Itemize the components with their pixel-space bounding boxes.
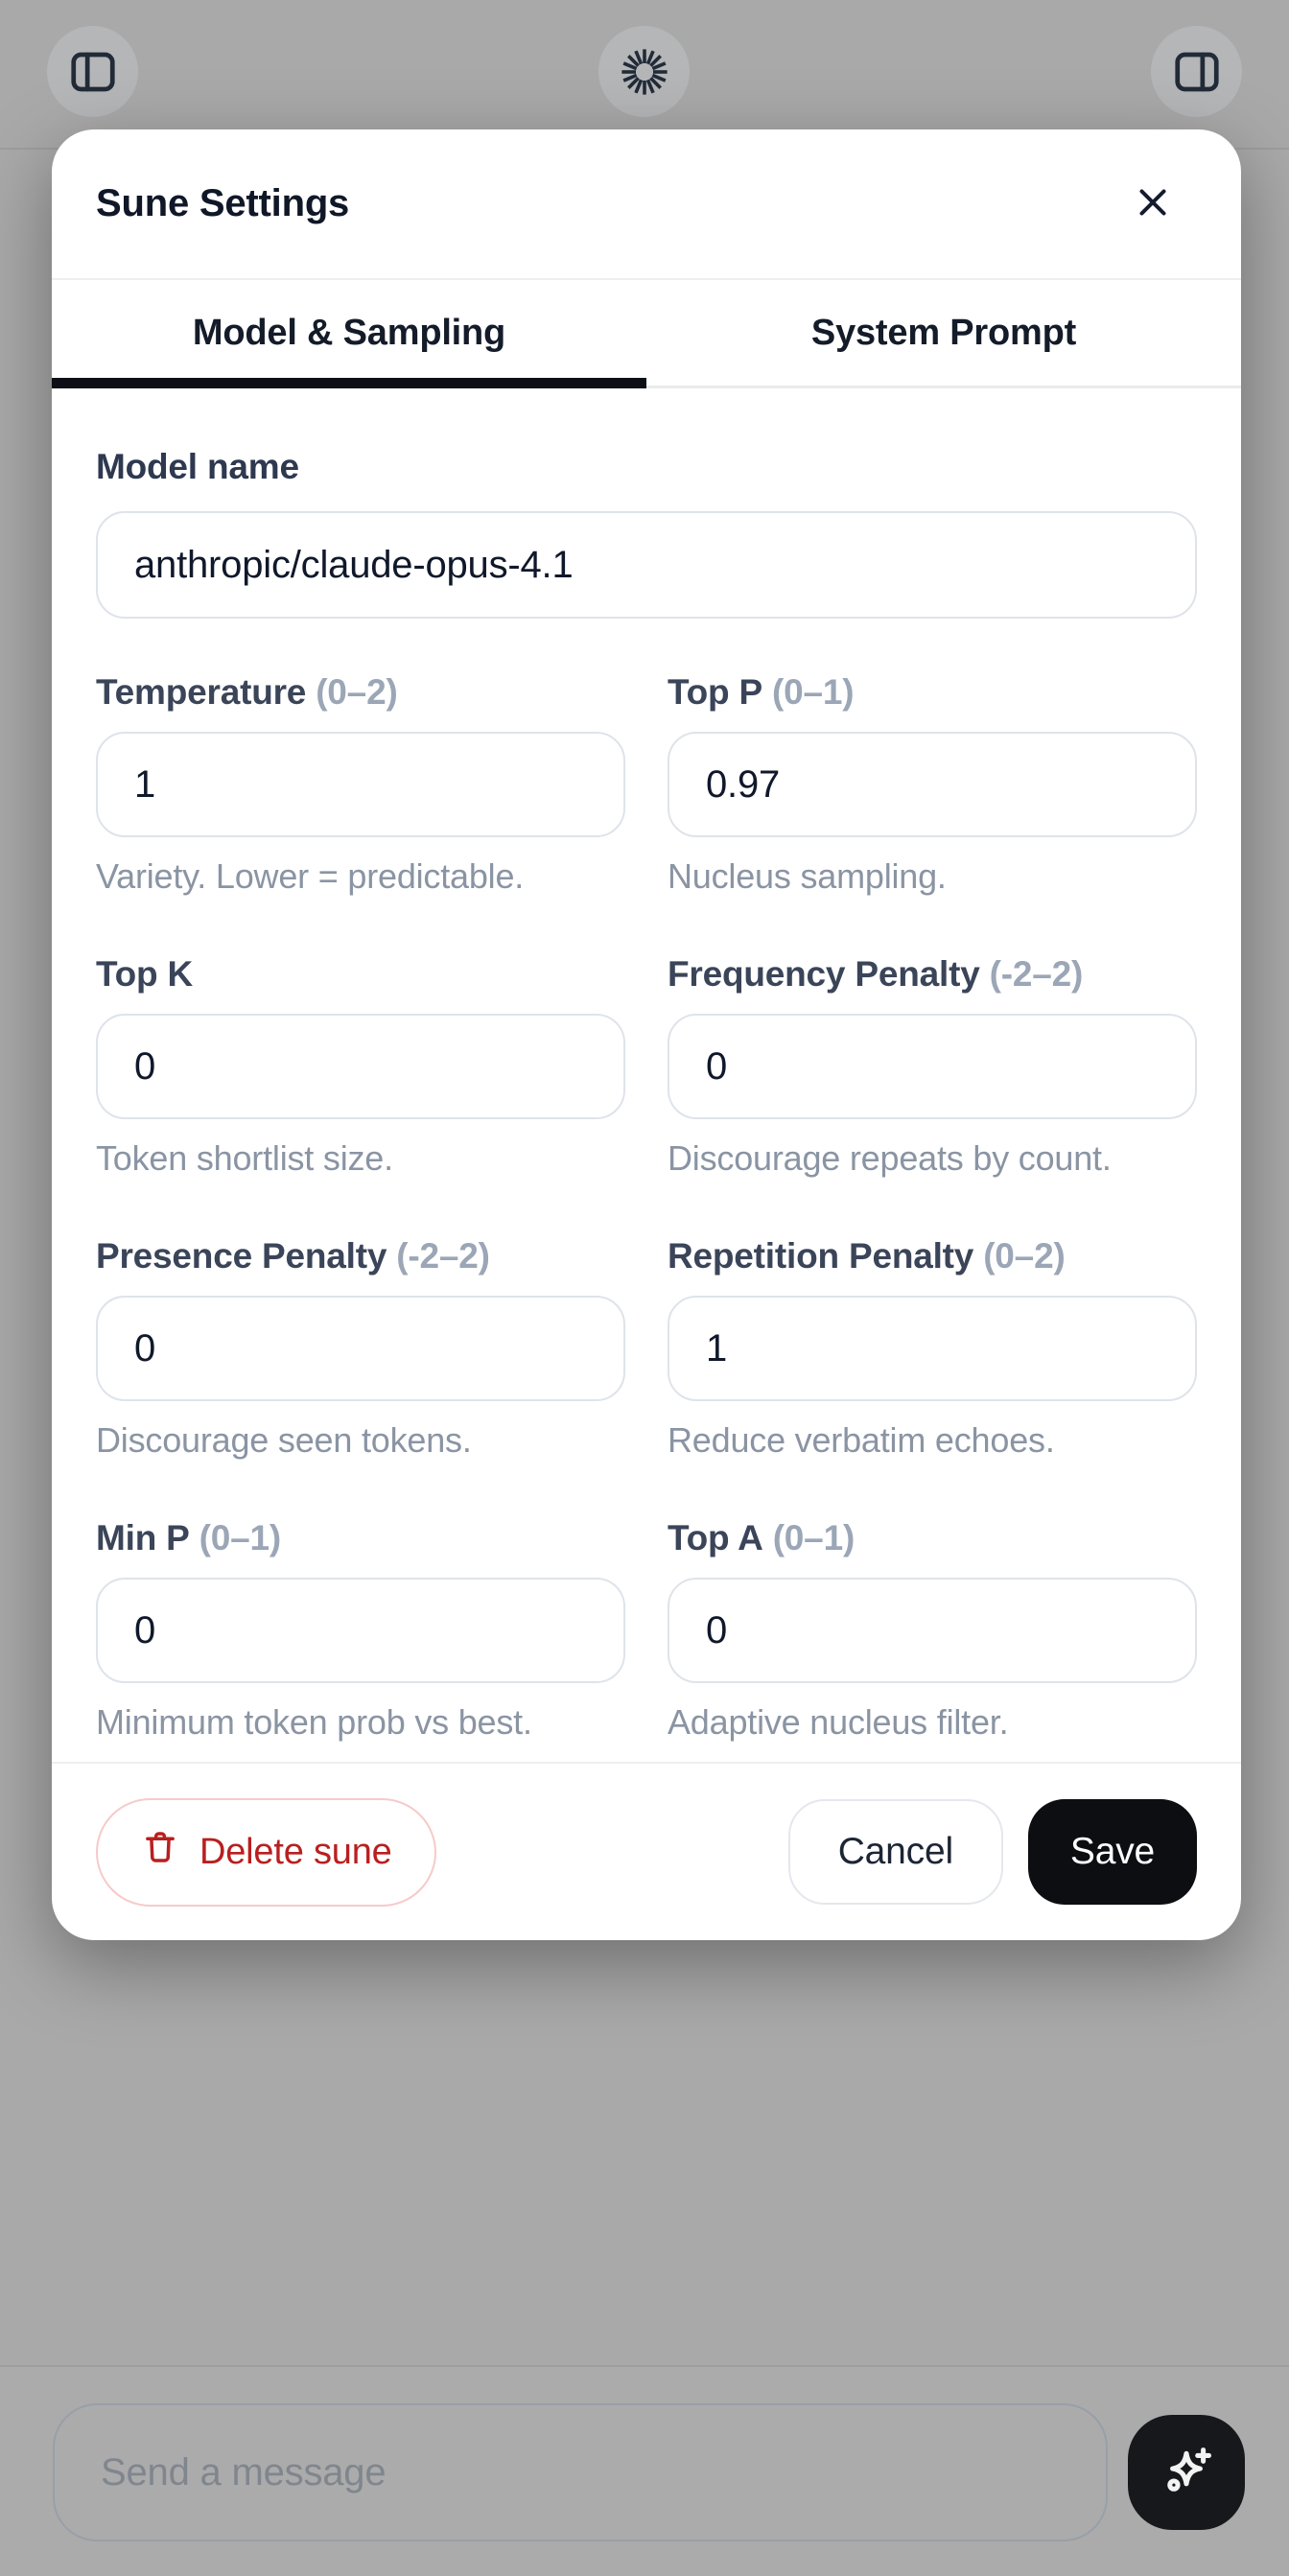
field-label: Top P [668, 672, 763, 712]
model-name-label: Model name [96, 447, 299, 486]
top-p-input[interactable] [668, 732, 1197, 837]
field-temperature: Temperature(0–2) Variety. Lower = predic… [96, 672, 625, 897]
delete-sune-label: Delete sune [199, 1831, 392, 1872]
top-a-input[interactable] [668, 1578, 1197, 1683]
field-frequency-penalty: Frequency Penalty(-2–2) Discourage repea… [668, 954, 1197, 1179]
field-repetition-penalty: Repetition Penalty(0–2) Reduce verbatim … [668, 1236, 1197, 1461]
trash-icon [140, 1827, 180, 1877]
top-k-input[interactable] [96, 1014, 625, 1119]
field-top-k: Top K Token shortlist size. [96, 954, 625, 1179]
repetition-penalty-input[interactable] [668, 1296, 1197, 1401]
field-range: (0–1) [772, 672, 855, 712]
delete-sune-button[interactable]: Delete sune [96, 1797, 436, 1907]
field-label: Presence Penalty [96, 1236, 387, 1276]
sparkles-icon [1156, 2441, 1217, 2505]
field-label: Top K [96, 954, 194, 994]
field-label: Top A [668, 1518, 763, 1557]
field-range: (0–1) [772, 1518, 855, 1557]
composer [0, 2367, 1289, 2576]
ai-send-button[interactable] [1128, 2415, 1245, 2530]
field-hint: Nucleus sampling. [668, 856, 947, 896]
field-hint: Minimum token prob vs best. [96, 1702, 532, 1742]
save-button[interactable]: Save [1027, 1799, 1197, 1905]
top-bar [0, 0, 1289, 150]
dialog-title: Sune Settings [96, 182, 350, 224]
field-range: (-2–2) [989, 954, 1084, 994]
close-button[interactable] [1124, 176, 1182, 233]
field-presence-penalty: Presence Penalty(-2–2) Discourage seen t… [96, 1236, 625, 1461]
field-range: (0–2) [316, 672, 398, 712]
tab-system-prompt[interactable]: System Prompt [646, 280, 1241, 386]
field-range: (-2–2) [396, 1236, 490, 1276]
field-range: (0–1) [199, 1518, 282, 1557]
frequency-penalty-input[interactable] [668, 1014, 1197, 1119]
composer-divider [0, 2365, 1289, 2367]
sampling-fields-grid: Temperature(0–2) Variety. Lower = predic… [96, 672, 1197, 1762]
min-p-input[interactable] [96, 1578, 625, 1683]
field-hint: Reduce verbatim echoes. [668, 1420, 1055, 1460]
field-range: (0–2) [983, 1236, 1066, 1276]
field-hint: Discourage seen tokens. [96, 1420, 472, 1460]
field-label: Repetition Penalty [668, 1236, 974, 1276]
sune-settings-dialog: Sune Settings Model & Sampling System Pr… [52, 129, 1241, 1940]
field-min-p: Min P(0–1) Minimum token prob vs best. [96, 1518, 625, 1743]
model-name-input[interactable] [96, 511, 1197, 619]
tab-model-sampling[interactable]: Model & Sampling [52, 280, 646, 386]
field-hint: Adaptive nucleus filter. [668, 1702, 1009, 1742]
field-label: Frequency Penalty [668, 954, 980, 994]
sidebar-toggle-button[interactable] [47, 26, 138, 117]
right-panel-toggle-button[interactable] [1151, 26, 1242, 117]
field-top-a: Top A(0–1) Adaptive nucleus filter. [668, 1518, 1197, 1743]
dialog-header: Sune Settings [52, 129, 1241, 280]
panel-right-icon [1171, 46, 1223, 98]
app-logo-button[interactable] [598, 26, 690, 117]
cancel-button[interactable]: Cancel [787, 1799, 1003, 1905]
message-input[interactable] [53, 2403, 1108, 2541]
active-tab-indicator [52, 378, 646, 388]
close-icon [1131, 180, 1175, 227]
dialog-footer: Delete sune Cancel Save [52, 1762, 1241, 1940]
field-hint: Discourage repeats by count. [668, 1138, 1112, 1178]
dialog-body: Model name Temperature(0–2) Variety. Low… [52, 388, 1241, 1762]
field-hint: Token shortlist size. [96, 1138, 393, 1178]
field-top-p: Top P(0–1) Nucleus sampling. [668, 672, 1197, 897]
field-hint: Variety. Lower = predictable. [96, 856, 525, 896]
panel-left-icon [67, 46, 119, 98]
field-label: Temperature [96, 672, 307, 712]
tab-bar: Model & Sampling System Prompt [52, 280, 1241, 388]
starburst-logo-icon [619, 46, 670, 98]
presence-penalty-input[interactable] [96, 1296, 625, 1401]
field-label: Min P [96, 1518, 190, 1557]
temperature-input[interactable] [96, 732, 625, 837]
